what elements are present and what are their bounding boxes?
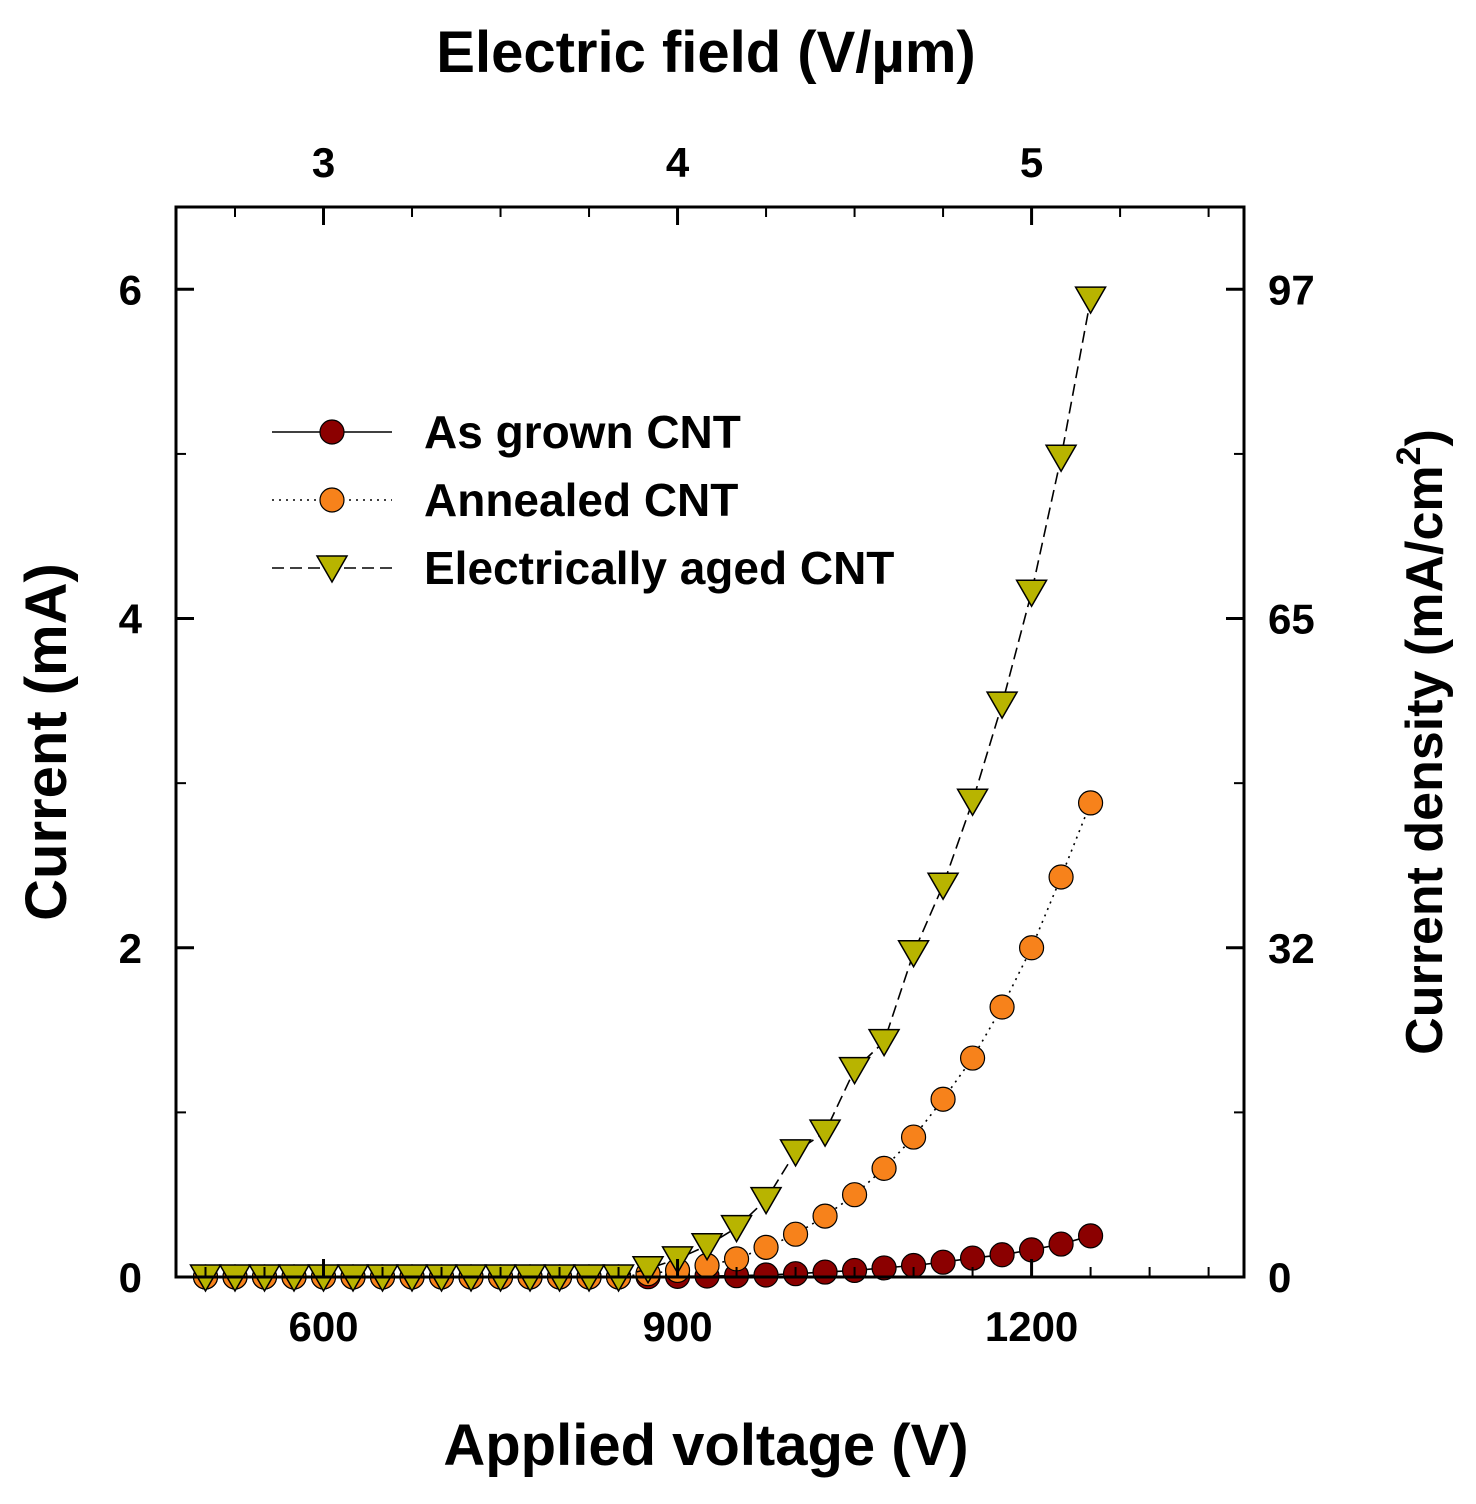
legend-marker — [315, 555, 349, 584]
data-point — [753, 1262, 779, 1288]
data-point — [838, 1056, 871, 1086]
data-point — [841, 1182, 868, 1208]
right-axis-title-close: ) — [1396, 429, 1454, 446]
y-tick-label: 4 — [119, 596, 143, 643]
data-point — [1077, 1223, 1104, 1249]
y-tick-label: 6 — [119, 266, 142, 313]
right-tick-label: 97 — [1268, 266, 1315, 313]
data-point — [808, 1119, 842, 1148]
series-2 — [192, 790, 1104, 1290]
data-point — [989, 1242, 1015, 1268]
legend-label: As grown CNT — [424, 406, 741, 458]
data-point — [926, 872, 960, 901]
data-point — [1018, 935, 1045, 961]
data-point — [871, 1155, 897, 1181]
data-point — [779, 1139, 812, 1168]
data-point — [1015, 579, 1048, 608]
data-point — [690, 1232, 724, 1262]
top-axis-title: Electric field (V/µm) — [436, 20, 975, 85]
data-point — [985, 691, 1019, 720]
right-axis-title-main: Current density (mA/cm — [1396, 465, 1454, 1054]
data-point — [930, 1086, 956, 1112]
data-point — [812, 1259, 838, 1285]
data-point — [1074, 286, 1107, 315]
data-point — [959, 1045, 986, 1071]
data-point — [753, 1234, 779, 1260]
data-point — [782, 1221, 809, 1247]
data-point — [989, 994, 1015, 1020]
data-point — [956, 788, 989, 817]
x-tick-label: 900 — [643, 1303, 713, 1350]
data-point — [1044, 444, 1078, 473]
data-point — [930, 1249, 956, 1275]
data-point — [749, 1186, 783, 1216]
x-tick-label: 600 — [288, 1303, 358, 1350]
data-point — [871, 1255, 897, 1281]
data-point — [1077, 790, 1104, 816]
data-point — [1018, 1237, 1045, 1263]
right-axis-title-superscript: 2 — [1390, 446, 1428, 465]
y-tick-label: 0 — [119, 1254, 142, 1301]
legend-marker — [319, 487, 345, 513]
legend-label: Electrically aged CNT — [424, 542, 894, 594]
data-point — [1048, 864, 1074, 890]
plot-area-frame — [174, 205, 1246, 1279]
data-point — [720, 1214, 753, 1244]
data-point — [897, 939, 930, 969]
data-point — [900, 1124, 927, 1150]
x-axis-title: Applied voltage (V) — [443, 1413, 968, 1478]
legend-marker — [319, 419, 345, 445]
data-point — [867, 1028, 901, 1058]
right-tick-label: 32 — [1268, 925, 1315, 972]
data-point — [631, 1256, 665, 1285]
right-tick-label: 65 — [1268, 596, 1315, 643]
y-tick-label: 2 — [119, 925, 142, 972]
right-axis-title: Current density (mA/cm2) — [1390, 429, 1454, 1055]
y-axis-title: Current (mA) — [14, 563, 79, 921]
top-tick-label: 4 — [666, 139, 690, 186]
top-tick-label: 3 — [312, 139, 335, 186]
legend-label: Annealed CNT — [424, 474, 738, 526]
data-point — [812, 1203, 838, 1229]
ticks-layer: 600 900 1200 3 4 5 0 2 4 6 0 32 65 97 — [119, 139, 1315, 1350]
x-tick-label: 1200 — [985, 1303, 1078, 1350]
right-tick-label: 0 — [1268, 1254, 1291, 1301]
data-point — [1048, 1231, 1074, 1257]
legend: As grown CNT Annealed CNT Electrically age… — [272, 406, 894, 594]
data-point — [959, 1245, 986, 1271]
top-tick-label: 5 — [1020, 139, 1043, 186]
